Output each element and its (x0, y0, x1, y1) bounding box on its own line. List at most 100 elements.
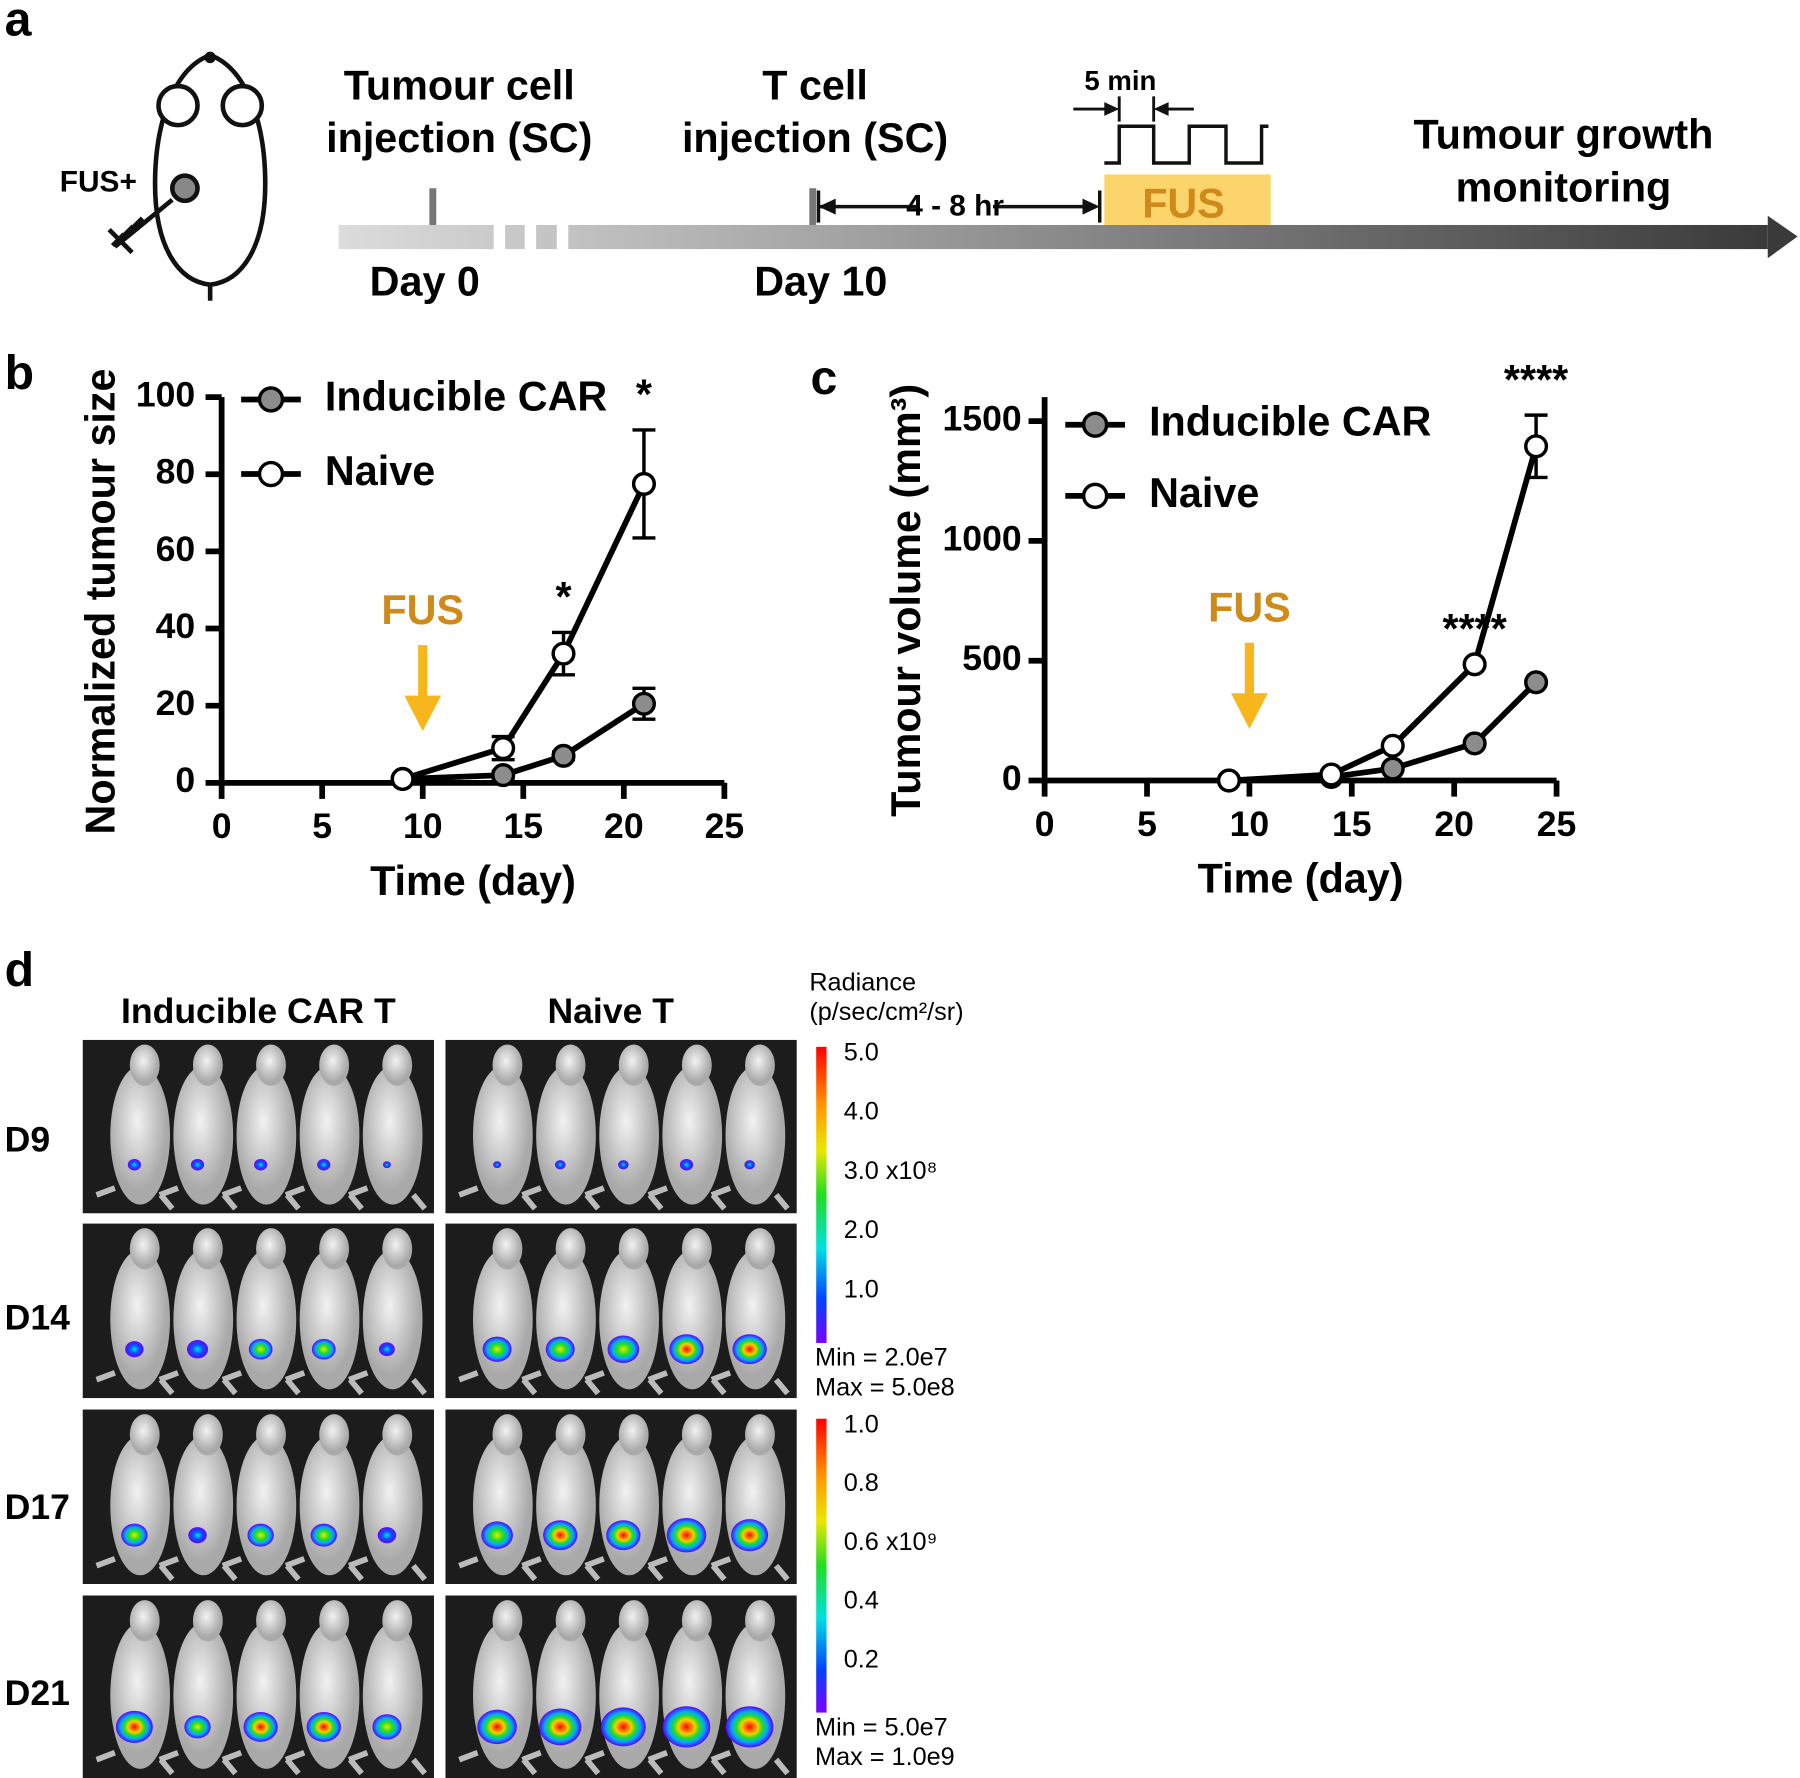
mouse-head (745, 1044, 775, 1086)
x-axis-label: Time (day) (1198, 855, 1404, 901)
mouse-legs (710, 1556, 790, 1582)
signal (554, 1160, 566, 1170)
x-tick-label: 5 (1137, 804, 1157, 844)
mouse-head (129, 1228, 160, 1270)
mouse-body (362, 1065, 423, 1205)
fus-annotation: FUS (1208, 585, 1291, 631)
signal (662, 1706, 711, 1748)
significance: * (555, 574, 572, 620)
signal (243, 1711, 278, 1742)
signal (372, 1714, 402, 1740)
signal (186, 1340, 209, 1359)
mouse-body (110, 1435, 170, 1576)
mouse-head (618, 1600, 649, 1642)
x-tick-label: 0 (212, 806, 232, 846)
mouse-body (599, 1622, 659, 1769)
mouse-body (599, 1065, 659, 1205)
signal (188, 1527, 207, 1544)
fus-label: FUS (1142, 181, 1225, 227)
signal (247, 1523, 274, 1547)
mouse-head (192, 1044, 223, 1086)
colorbar-min: Min = 2.0e7 (815, 1344, 948, 1372)
mouse-head (382, 1600, 413, 1642)
delay-label: 4 - 8 hr (906, 190, 1004, 223)
mouse-head (382, 1414, 413, 1456)
signal (679, 1158, 694, 1171)
significance: **** (1504, 357, 1569, 403)
colorbar-tick-label: 3.0 x10⁸ (844, 1157, 937, 1185)
colorbar-tick-label: 1.0 (844, 1410, 879, 1438)
colorbar-tick-label: 0.8 (844, 1469, 879, 1497)
panel-label: a (5, 0, 33, 47)
x-tick-label: 15 (503, 806, 543, 846)
mouse-head (192, 1414, 223, 1456)
x-tick-label: 5 (312, 806, 332, 846)
mouse-legs (221, 1185, 301, 1211)
data-point (491, 763, 516, 788)
timeline-label: monitoring (1456, 164, 1672, 210)
y-tick-label: 80 (156, 452, 196, 492)
data-point (1380, 733, 1405, 758)
mouse-head (681, 1228, 712, 1270)
colorbar-tick-label: 0.6 x10⁹ (844, 1528, 938, 1556)
mouse-legs (521, 1370, 601, 1396)
signal (732, 1334, 767, 1365)
series-line (401, 482, 647, 782)
mouse-body (173, 1249, 234, 1390)
mouse-legs (521, 1556, 601, 1582)
mouse-body (362, 1622, 423, 1769)
significance: * (636, 372, 653, 418)
mouse-legs (521, 1185, 601, 1211)
mouse-head (192, 1600, 223, 1642)
column-header: Naive T (547, 991, 674, 1031)
mouse-body (725, 1622, 786, 1769)
pulse-label: 5 min (1084, 65, 1156, 96)
mouse-legs (158, 1556, 238, 1582)
mouse-body (473, 1622, 533, 1769)
mouse-legs (158, 1750, 238, 1776)
mouse-legs (458, 1185, 538, 1211)
y-tick-label: 0 (175, 760, 195, 800)
mouse-legs (95, 1750, 175, 1776)
data-point (390, 766, 415, 792)
mouse-head (681, 1600, 712, 1642)
mouse-head (129, 1044, 160, 1086)
colorbar-tick-label: 0.2 (844, 1645, 879, 1673)
mouse-legs (348, 1370, 427, 1396)
x-axis-label: Time (day) (370, 858, 576, 904)
signal (306, 1711, 341, 1742)
mouse-head (618, 1228, 649, 1270)
timeline-label: Tumour cell (344, 62, 575, 108)
mouse-head (319, 1600, 350, 1642)
x-tick-label: 20 (604, 806, 644, 846)
mouse-legs (521, 1750, 601, 1776)
mouse-body (725, 1065, 786, 1205)
fus-annotation: FUS (381, 587, 464, 633)
data-point (1524, 670, 1549, 695)
colorbar-tick-label: 2.0 (844, 1216, 879, 1244)
data-point (1380, 756, 1405, 781)
signal (731, 1519, 769, 1552)
signal (539, 1708, 582, 1746)
legend-label: Inducible CAR (1149, 399, 1431, 445)
data-point (551, 743, 576, 768)
mouse-body (110, 1249, 170, 1390)
signal (493, 1161, 502, 1169)
mouse-head (555, 1228, 586, 1270)
mouse-body (362, 1249, 423, 1390)
mouse-head (492, 1228, 523, 1270)
mouse-legs (647, 1185, 727, 1211)
mouse-body (236, 1622, 297, 1769)
y-axis-label: Normalized tumour size (77, 368, 123, 834)
signal (618, 1160, 629, 1170)
mouse-head (256, 1044, 286, 1086)
mouse-legs (221, 1556, 301, 1582)
x-tick-label: 0 (1035, 804, 1055, 844)
signal (311, 1338, 336, 1360)
mouse-legs (647, 1750, 727, 1776)
signal (481, 1521, 513, 1549)
mouse-body (536, 1622, 596, 1769)
